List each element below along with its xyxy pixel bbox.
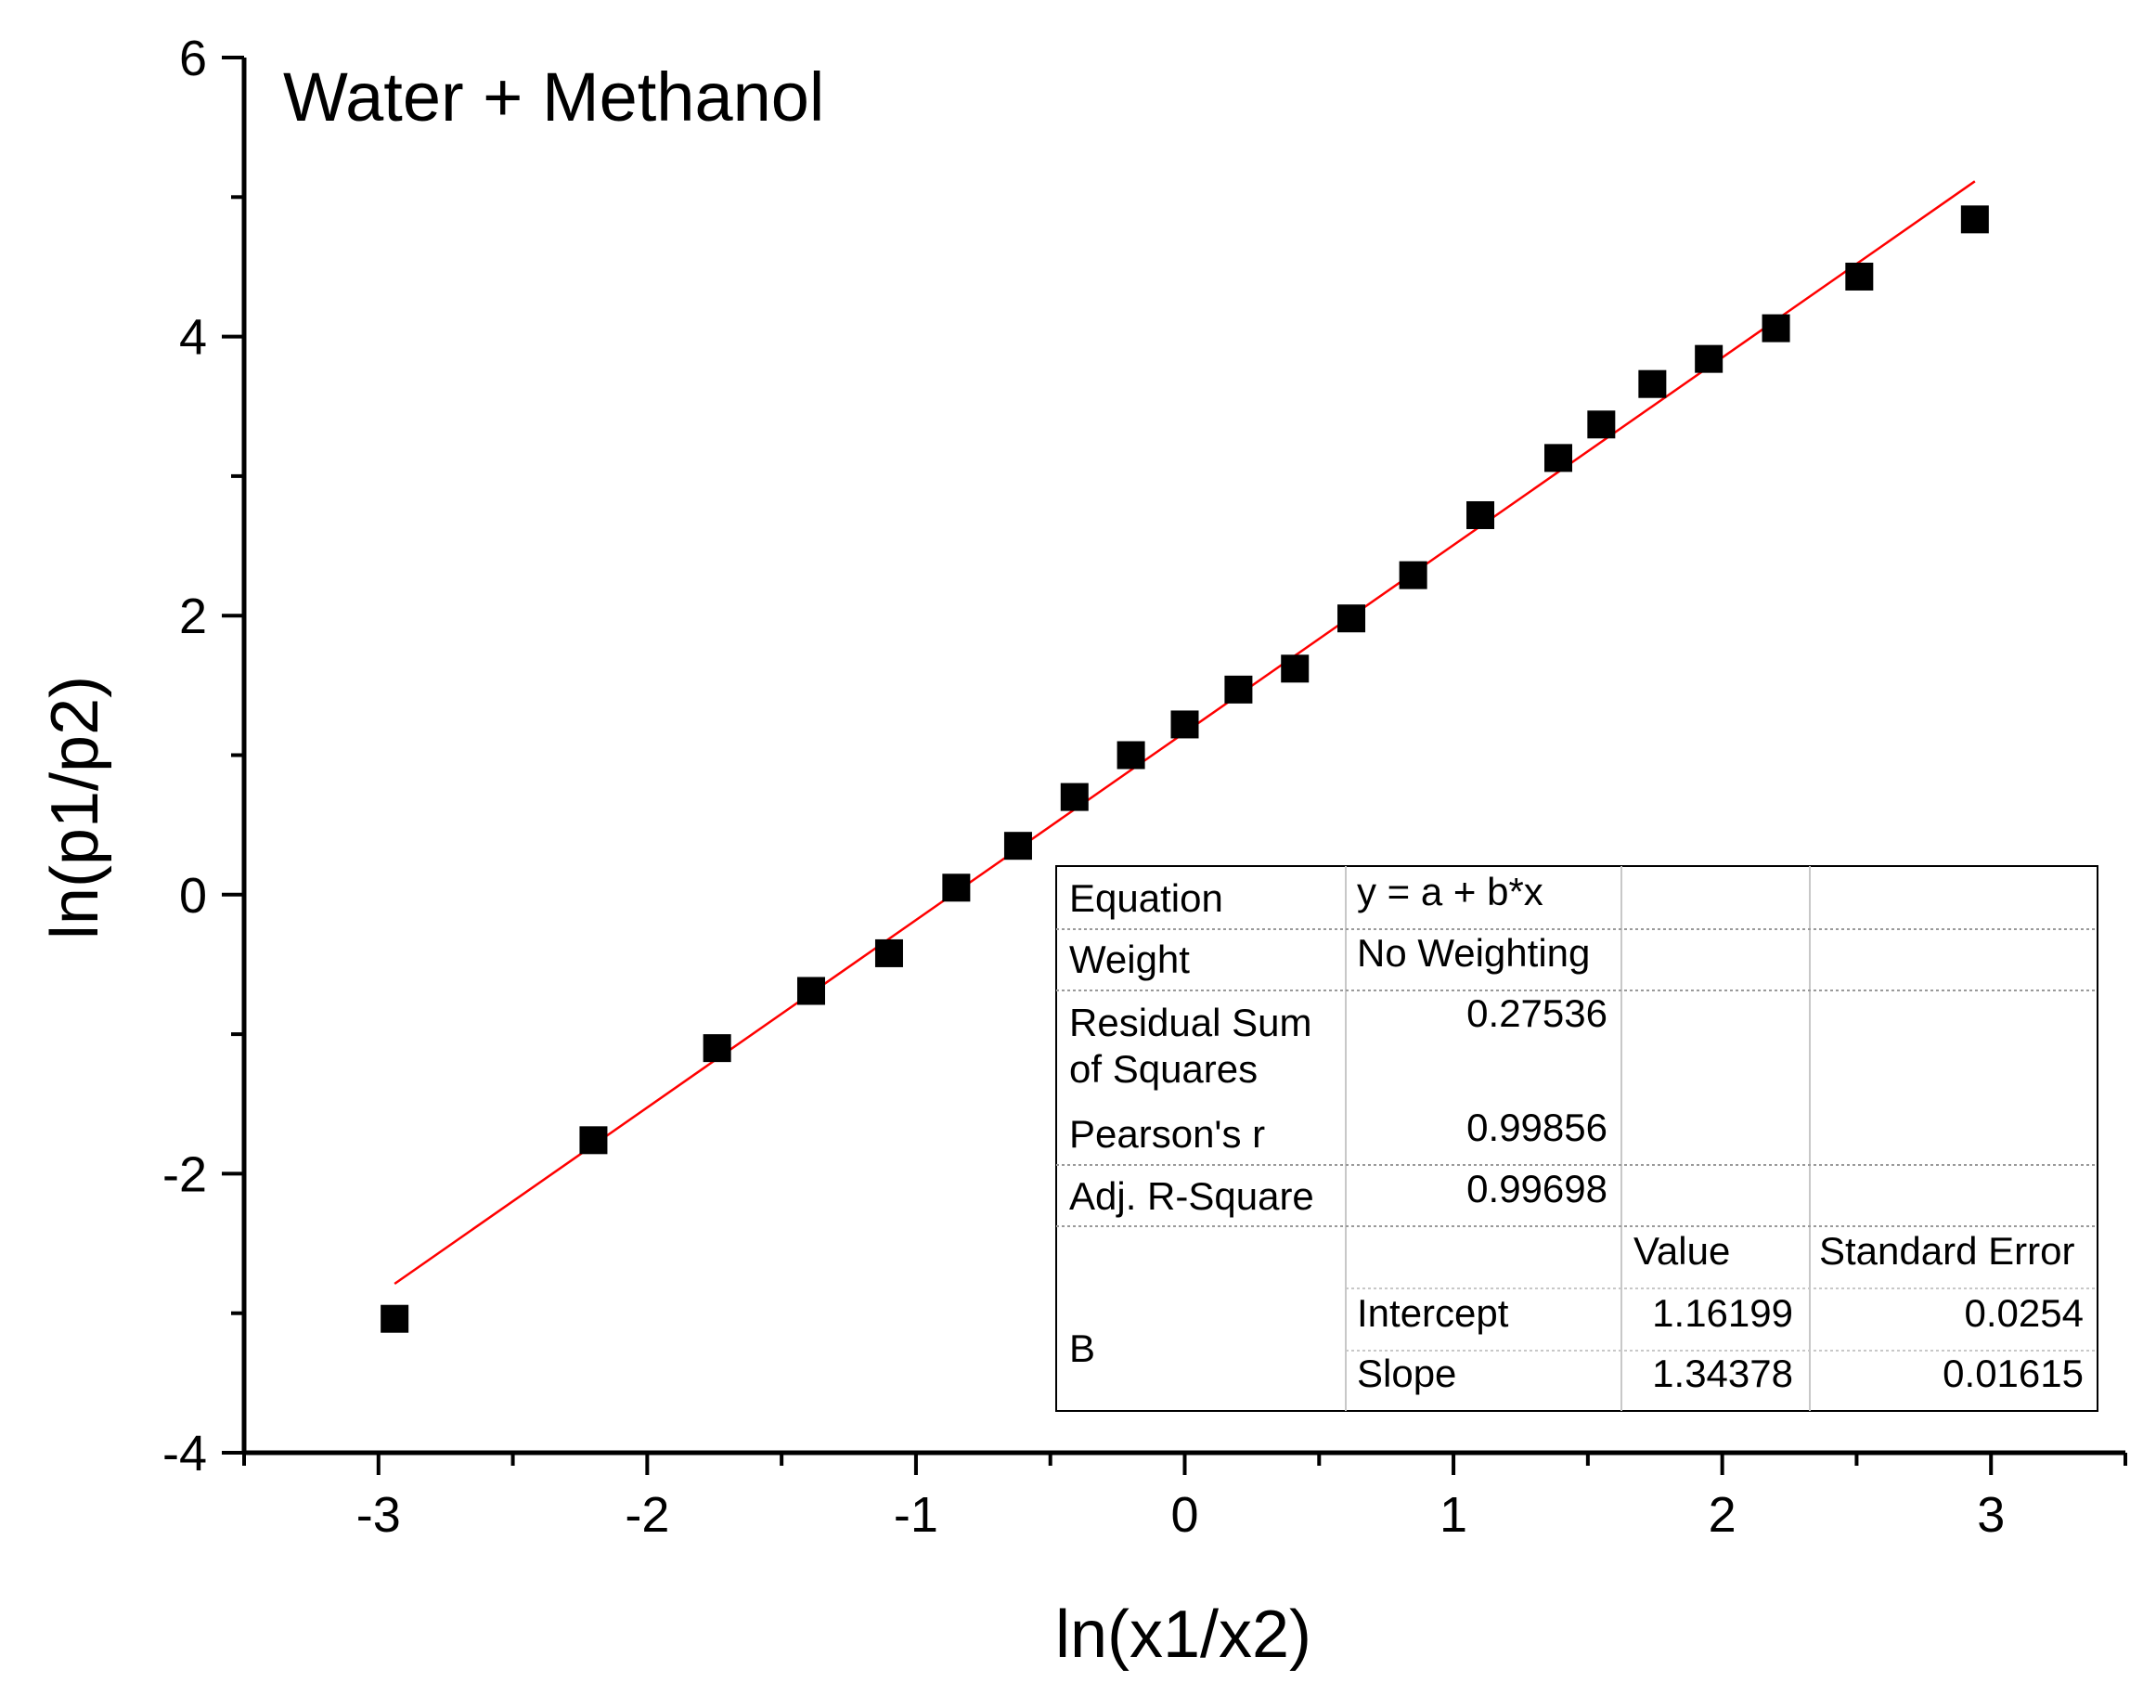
fit-label-rss-line1: Residual Sum [1069,1001,1311,1044]
data-point [1224,675,1253,704]
fit-value-weight: No Weighting [1357,931,1590,975]
data-point [1003,832,1032,860]
data-point [1960,205,1989,234]
data-point [1060,783,1089,811]
y-tick-label: 0 [179,868,207,924]
fit-value-rss: 0.27536 [1466,991,1607,1035]
fit-statistics-table: Equation Weight Residual Sum of Squares … [1055,865,2098,1412]
x-tick-label: 0 [1170,1487,1198,1543]
fit-param-slope-error: 0.01615 [1943,1352,2084,1395]
data-point [1544,444,1573,472]
fit-table-border [1055,865,2098,1412]
x-tick-label: -2 [625,1487,669,1543]
fit-param-slope-value: 1.34378 [1652,1352,1793,1395]
y-ticks: -4 -2 0 2 4 6 [162,31,244,1482]
fit-param-slope-name: Slope [1357,1352,1456,1395]
points-layer [381,205,1989,1333]
data-point [942,873,971,902]
fit-label-weight: Weight [1069,938,1190,981]
x-tick-label: 1 [1439,1487,1467,1543]
data-point [796,977,825,1005]
chart-title: Water + Methanol [283,58,824,136]
fit-value-equation: y = a + b*x [1357,870,1543,913]
data-point [874,938,903,967]
fit-header-standard-error: Standard Error [1819,1229,2074,1273]
x-tick-label: -3 [356,1487,401,1543]
y-tick-label: 4 [179,310,207,366]
x-ticks: -3 -2 -1 0 1 2 3 [242,1453,2127,1543]
fit-label-rss-line2: of Squares [1069,1047,1258,1091]
data-point [1399,561,1427,589]
fit-value-adj-r-square: 0.99698 [1466,1167,1607,1210]
fit-label-equation: Equation [1069,876,1223,920]
data-point [1762,314,1790,343]
data-point [1281,654,1310,683]
data-point [1337,604,1366,633]
data-point [1117,741,1145,770]
y-axis-title: ln(p1/p2) [38,676,112,939]
data-point [703,1034,731,1063]
y-tick-label: 2 [179,589,207,644]
y-tick-label: -2 [162,1146,207,1202]
x-tick-label: 2 [1709,1487,1736,1543]
fit-param-intercept-value: 1.16199 [1652,1291,1793,1335]
fit-value-pearson: 0.99856 [1466,1106,1607,1149]
data-point [1466,500,1495,529]
y-tick-label: 6 [179,31,207,86]
data-point [1695,344,1724,373]
data-point [381,1304,409,1333]
x-tick-label: 3 [1977,1487,2005,1543]
fit-label-group-b: B [1069,1326,1095,1370]
data-point [1170,710,1199,739]
data-point [1638,369,1667,398]
fit-param-intercept-error: 0.0254 [1965,1291,2084,1335]
x-tick-label: -1 [894,1487,938,1543]
data-point [1845,262,1874,291]
y-tick-label: -4 [162,1426,207,1482]
fit-header-value: Value [1633,1229,1730,1273]
data-point [1587,410,1616,439]
data-point [579,1126,608,1155]
x-axis-title: ln(x1/x2) [1055,1598,1311,1672]
fit-label-pearson: Pearson's r [1069,1112,1265,1156]
fit-param-intercept-name: Intercept [1357,1291,1509,1335]
fit-label-adj-r-square: Adj. R-Square [1069,1174,1314,1218]
